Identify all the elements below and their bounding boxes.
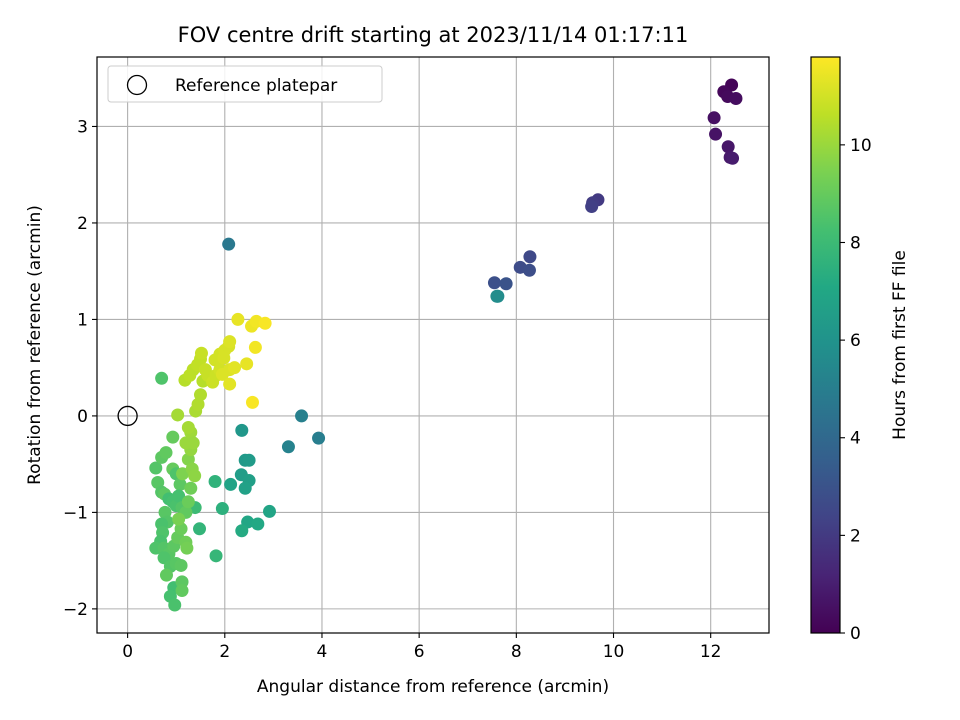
data-point [224, 477, 238, 491]
data-point [721, 140, 735, 154]
data-point [194, 346, 208, 360]
colorbar-tick-label: 10 [850, 136, 872, 156]
colorbar-gradient [810, 56, 841, 634]
data-point [522, 263, 536, 277]
data-point [208, 475, 222, 489]
x-tick-label: 6 [414, 642, 425, 662]
chart-title: FOV centre drift starting at 2023/11/14 … [178, 23, 689, 47]
data-point [245, 395, 259, 409]
data-point [166, 430, 180, 444]
data-point [312, 431, 326, 445]
data-point [235, 423, 249, 437]
data-point [726, 151, 740, 165]
x-tick-label: 4 [317, 642, 328, 662]
data-point [174, 558, 188, 572]
data-point [186, 436, 200, 450]
data-point [585, 200, 599, 214]
data-point [188, 469, 202, 483]
data-point [222, 237, 236, 251]
y-tick-label: 3 [77, 117, 88, 137]
plot-frame [96, 56, 770, 634]
legend: Reference platepar [107, 65, 383, 103]
legend-box [107, 65, 383, 103]
x-tick-label: 8 [511, 642, 522, 662]
data-point [709, 127, 723, 141]
data-point [238, 481, 252, 495]
data-point [172, 489, 186, 503]
colorbar-tick-label: 2 [850, 526, 861, 546]
colorbar-tick-label: 8 [850, 233, 861, 253]
y-tick-label: −2 [63, 600, 88, 620]
data-point [523, 250, 537, 264]
data-point [235, 524, 249, 538]
data-point [193, 522, 207, 536]
grid [97, 57, 769, 633]
colorbar-label: Hours from first FF file [890, 250, 910, 440]
y-tick-label: −1 [63, 503, 88, 523]
reference-point [117, 405, 138, 427]
points [149, 78, 743, 612]
y-tick-label: 2 [77, 214, 88, 234]
data-point [223, 335, 237, 349]
data-point [707, 111, 721, 125]
data-point [176, 467, 190, 481]
data-point [173, 477, 187, 491]
data-point [168, 598, 182, 612]
data-point [215, 502, 229, 516]
x-tick-label: 0 [122, 642, 133, 662]
data-point [175, 584, 189, 598]
data-point [729, 91, 743, 105]
legend-marker [126, 74, 148, 96]
x-tick-label: 2 [219, 642, 230, 662]
data-point [149, 461, 163, 475]
y-tick-label: 0 [77, 407, 88, 427]
data-point [295, 409, 309, 423]
data-point [159, 446, 173, 460]
colorbar: 0 2 4 6 8 10 Hours from first FF file [810, 56, 910, 644]
reference-marker [117, 405, 138, 427]
data-point [258, 316, 272, 330]
x-tick-label: 12 [700, 642, 722, 662]
colorbar-tick-label: 6 [850, 331, 861, 351]
data-point [181, 495, 195, 509]
data-point [180, 541, 194, 555]
data-point [251, 517, 265, 531]
data-point [184, 481, 198, 495]
legend-label: Reference platepar [175, 76, 337, 96]
data-point [193, 388, 207, 402]
x-ticks: 0 2 4 6 8 10 12 [122, 633, 722, 662]
x-tick-label: 10 [603, 642, 625, 662]
data-point [172, 512, 186, 526]
data-point [223, 377, 237, 391]
data-point [262, 504, 276, 518]
data-point [171, 408, 185, 422]
colorbar-tick-label: 4 [850, 429, 861, 449]
data-point [159, 568, 173, 582]
data-point [490, 289, 504, 303]
data-point [248, 340, 262, 354]
data-point [231, 312, 245, 326]
y-axis-label: Rotation from reference (arcmin) [25, 205, 45, 485]
data-point [487, 276, 501, 290]
data-point [242, 453, 256, 467]
data-point [228, 361, 242, 375]
data-point [155, 371, 169, 385]
data-point [240, 357, 254, 371]
y-tick-label: 1 [77, 310, 88, 330]
data-point [281, 440, 295, 454]
data-point [499, 277, 513, 291]
x-axis-label: Angular distance from reference (arcmin) [257, 677, 609, 697]
data-point [209, 549, 223, 563]
data-point [181, 420, 195, 434]
colorbar-tick-label: 0 [850, 624, 861, 644]
y-ticks: −2 −1 0 1 2 3 [63, 117, 97, 620]
colorbar-ticks: 0 2 4 6 8 10 [840, 136, 872, 644]
